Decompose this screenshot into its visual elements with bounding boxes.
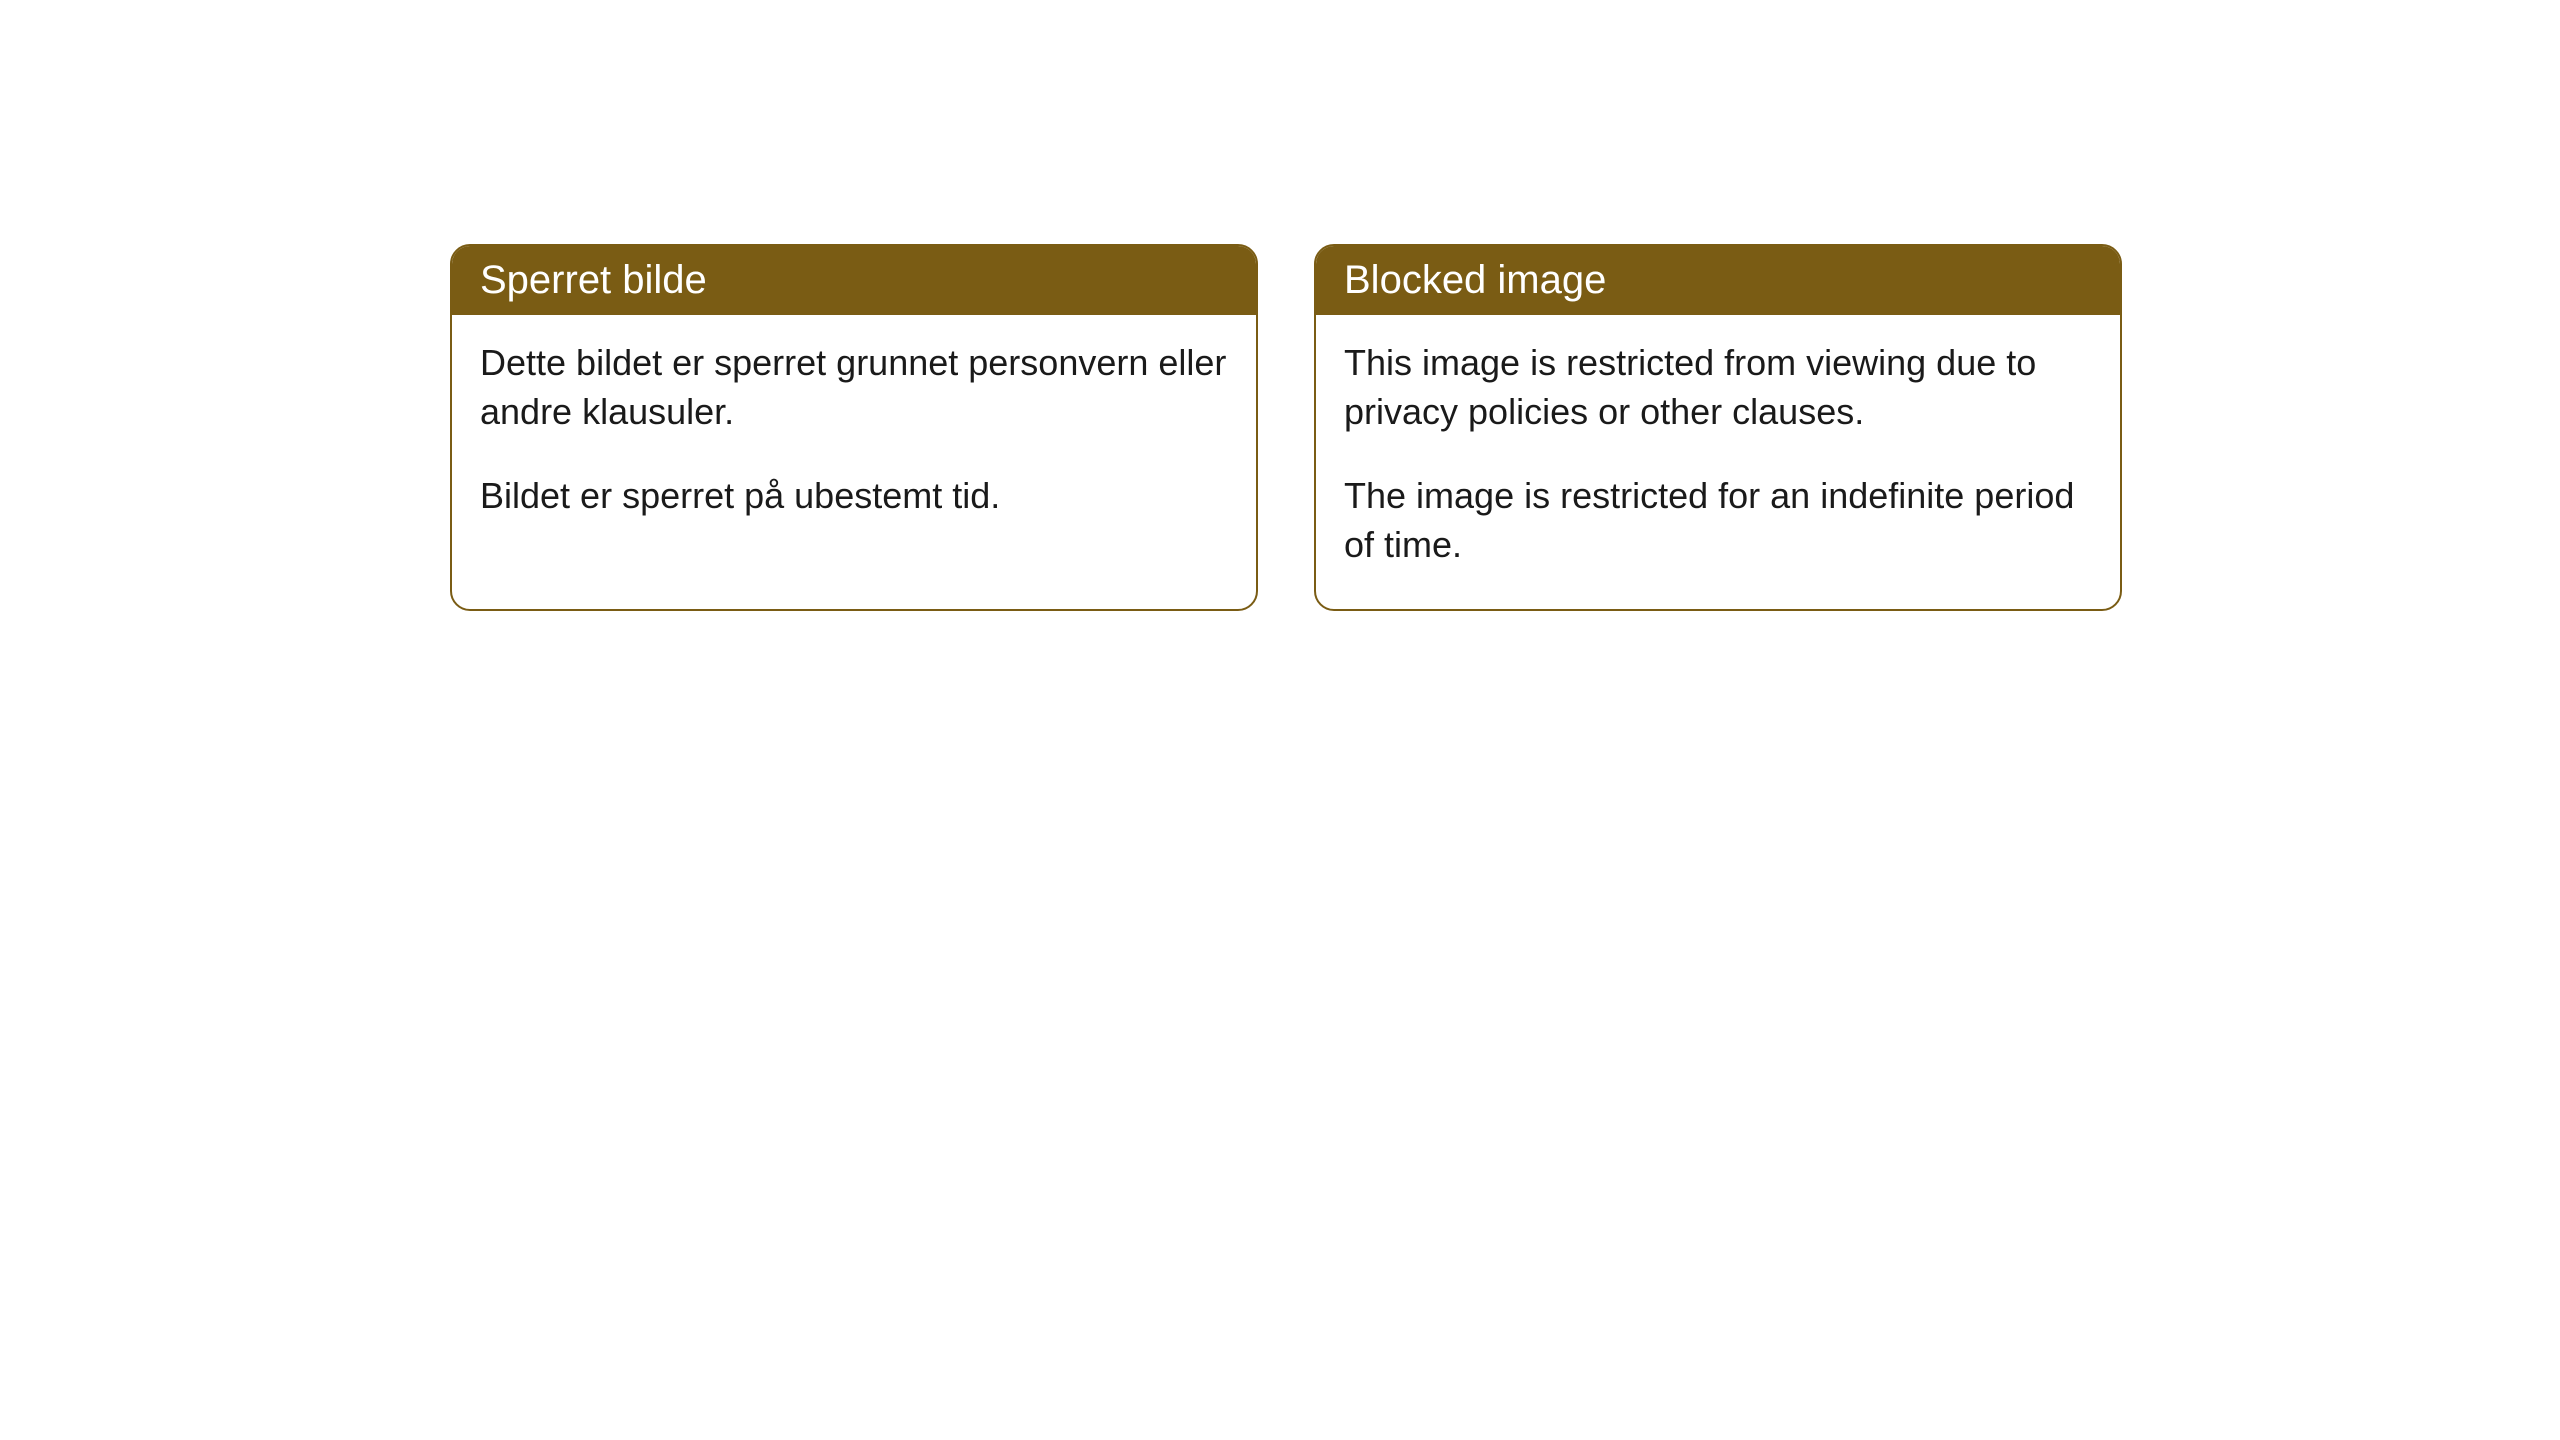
card-text-line-2: Bildet er sperret på ubestemt tid. <box>480 472 1228 521</box>
notice-card-norwegian: Sperret bilde Dette bildet er sperret gr… <box>450 244 1258 611</box>
card-header: Sperret bilde <box>452 246 1256 315</box>
card-text-line-2: The image is restricted for an indefinit… <box>1344 472 2092 569</box>
notice-card-english: Blocked image This image is restricted f… <box>1314 244 2122 611</box>
card-body: Dette bildet er sperret grunnet personve… <box>452 315 1256 561</box>
card-header: Blocked image <box>1316 246 2120 315</box>
notice-cards-container: Sperret bilde Dette bildet er sperret gr… <box>450 244 2122 611</box>
card-text-line-1: This image is restricted from viewing du… <box>1344 339 2092 436</box>
card-body: This image is restricted from viewing du… <box>1316 315 2120 609</box>
card-text-line-1: Dette bildet er sperret grunnet personve… <box>480 339 1228 436</box>
